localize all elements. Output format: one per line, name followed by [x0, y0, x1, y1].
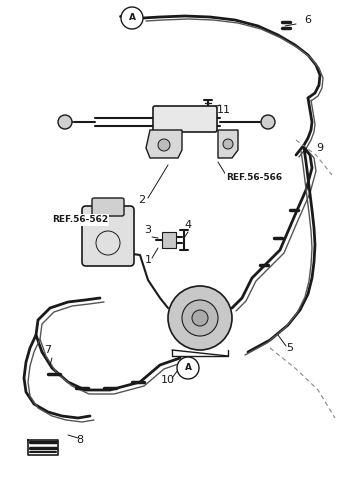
Text: 9: 9 — [316, 143, 324, 153]
FancyBboxPatch shape — [153, 106, 217, 132]
Circle shape — [223, 139, 233, 149]
Polygon shape — [162, 232, 176, 248]
Circle shape — [177, 357, 199, 379]
Circle shape — [121, 7, 143, 29]
FancyBboxPatch shape — [92, 198, 124, 216]
Text: REF.56-562: REF.56-562 — [52, 215, 108, 224]
Polygon shape — [218, 130, 238, 158]
Circle shape — [158, 139, 170, 151]
Text: 2: 2 — [138, 195, 145, 205]
Circle shape — [168, 286, 232, 350]
Polygon shape — [146, 130, 182, 158]
Circle shape — [182, 300, 218, 336]
Text: A: A — [184, 364, 192, 372]
Text: 3: 3 — [144, 225, 152, 235]
Circle shape — [58, 115, 72, 129]
Circle shape — [261, 115, 275, 129]
Text: 10: 10 — [161, 375, 175, 385]
Text: 11: 11 — [217, 105, 231, 115]
Text: 6: 6 — [304, 15, 312, 25]
Text: 5: 5 — [286, 343, 293, 353]
Text: 7: 7 — [45, 345, 52, 355]
Circle shape — [192, 310, 208, 326]
Text: 1: 1 — [144, 255, 152, 265]
Text: REF.56-566: REF.56-566 — [226, 174, 282, 183]
Text: 8: 8 — [76, 435, 84, 445]
Text: 4: 4 — [184, 220, 192, 230]
Text: A: A — [129, 13, 136, 23]
FancyBboxPatch shape — [82, 206, 134, 266]
